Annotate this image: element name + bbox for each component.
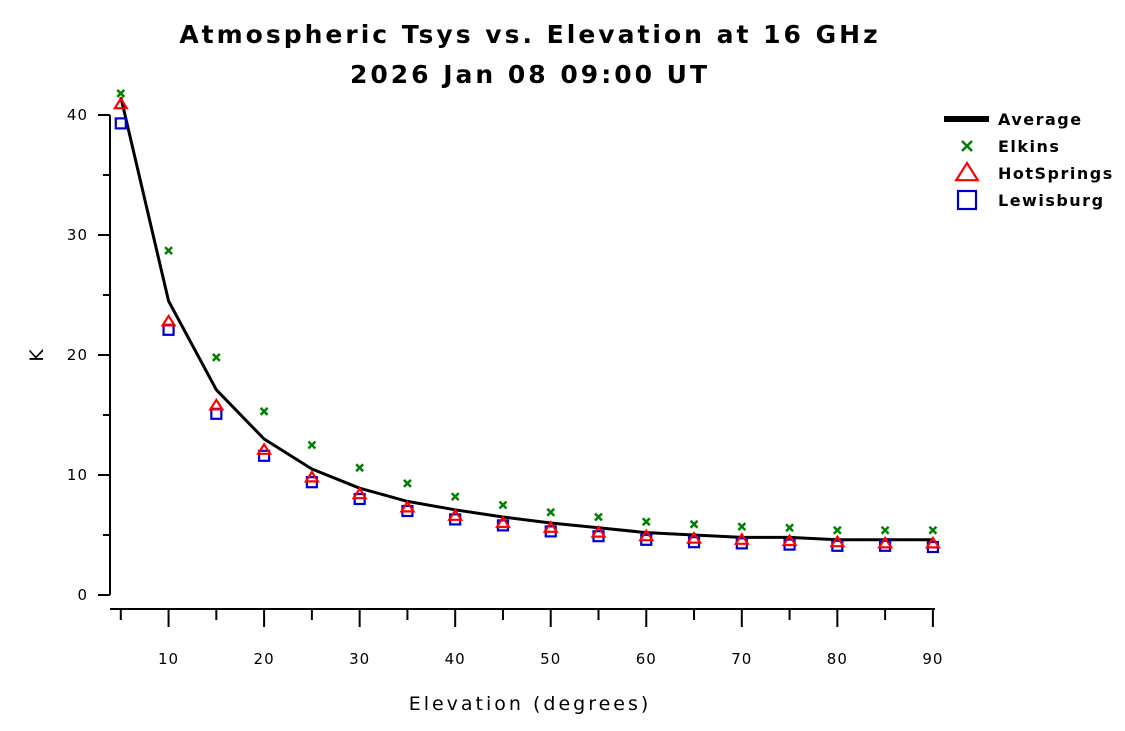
legend-swatch-elkins-stroke-b: [961, 140, 973, 152]
data-point-lewisburg: [258, 449, 271, 462]
y-axis-label: K: [26, 346, 48, 361]
legend-label-hotsprings: HotSprings: [998, 164, 1114, 183]
data-point-elkins: [880, 525, 890, 535]
data-point-hotsprings: [303, 469, 320, 483]
y-tick-label: 20: [67, 346, 88, 364]
data-point-elkins: [450, 492, 460, 501]
data-point-hotsprings: [447, 508, 464, 521]
data-point-elkins: [594, 512, 603, 522]
data-point-hotsprings: [590, 525, 607, 538]
x-tick-label: 50: [540, 650, 561, 668]
data-point-elkins: [211, 353, 221, 362]
data-point-hotsprings: [829, 534, 846, 548]
data-point-elkins-stroke-b: [689, 519, 699, 529]
data-point-elkins-stroke-b: [211, 353, 221, 362]
data-point-hotsprings: [256, 442, 273, 455]
data-point-elkins: [737, 522, 747, 531]
data-point-elkins-stroke-b: [164, 246, 173, 255]
data-point-elkins-stroke-b: [880, 525, 890, 535]
data-point-elkins: [164, 246, 173, 255]
x-tick-label: 40: [445, 650, 466, 668]
legend: Average Elkins HotSprings Lewisburg: [944, 110, 1114, 211]
data-point-hotsprings: [924, 535, 941, 549]
x-axis-label: Elevation (degrees): [409, 693, 652, 715]
data-point-hotsprings: [494, 515, 511, 529]
data-point-elkins-stroke-b: [403, 479, 412, 488]
data-point-elkins: [355, 463, 365, 473]
data-point-elkins: [498, 500, 508, 510]
x-ticks: 10 20 30 40 50 60 70 80 90: [119, 609, 943, 668]
data-point-elkins: [116, 89, 126, 98]
legend-label-average: Average: [998, 110, 1083, 129]
legend-label-elkins: Elkins: [998, 137, 1060, 156]
data-point-elkins-stroke-b: [355, 463, 365, 473]
data-point-elkins-stroke-b: [641, 517, 651, 527]
data-point-elkins: [307, 440, 317, 450]
y-tick-label: 40: [67, 106, 88, 124]
data-point-elkins: [832, 525, 842, 535]
data-point-hotsprings: [160, 313, 177, 327]
data-point-hotsprings: [399, 499, 416, 513]
data-point-elkins: [259, 407, 269, 416]
data-point-elkins: [641, 517, 651, 527]
y-ticks: 0 10 20 30 40: [67, 106, 110, 604]
data-point-elkins: [689, 519, 699, 529]
data-point-elkins-stroke-b: [450, 492, 460, 501]
data-point-hotsprings: [686, 531, 703, 544]
x-tick-label: 60: [636, 650, 657, 668]
data-point-hotsprings: [781, 533, 798, 547]
chart-title: Atmospheric Tsys vs. Elevation at 16 GHz: [179, 20, 880, 49]
data-point-elkins-stroke-b: [307, 440, 317, 450]
data-point-hotsprings: [877, 535, 894, 549]
x-tick-label: 30: [349, 650, 370, 668]
chart-subtitle: 2026 Jan 08 09:00 UT: [350, 60, 710, 89]
y-tick-label: 0: [77, 586, 88, 604]
x-tick-label: 80: [827, 650, 848, 668]
data-point-elkins: [403, 479, 412, 488]
data-point-hotsprings: [351, 486, 368, 500]
y-tick-label: 10: [67, 466, 88, 484]
legend-swatch-hotsprings: [954, 161, 980, 182]
y-tick-label: 30: [67, 226, 88, 244]
x-tick-label: 70: [731, 650, 752, 668]
legend-swatch-lewisburg: [956, 189, 978, 211]
x-tick-label: 90: [922, 650, 943, 668]
data-point-hotsprings: [112, 96, 129, 110]
data-point-elkins-stroke-b: [546, 507, 556, 517]
data-point-hotsprings: [638, 528, 655, 542]
series-line-average: [119, 96, 933, 542]
legend-swatch-elkins: [961, 140, 973, 152]
data-point-elkins: [928, 525, 938, 535]
data-point-hotsprings: [542, 520, 559, 533]
data-point-elkins-stroke-b: [116, 89, 126, 98]
plot-area: [112, 89, 941, 554]
data-point-elkins: [546, 507, 556, 517]
data-point-elkins-stroke-b: [594, 512, 603, 522]
data-point-elkins-stroke-b: [498, 500, 508, 510]
data-point-elkins-stroke-b: [737, 522, 747, 531]
data-point-lewisburg: [114, 117, 127, 130]
x-tick-label: 20: [254, 650, 275, 668]
data-point-elkins-stroke-b: [259, 407, 269, 416]
legend-label-lewisburg: Lewisburg: [998, 191, 1105, 210]
data-point-elkins-stroke-b: [832, 525, 842, 535]
data-point-elkins-stroke-b: [785, 523, 794, 533]
data-point-elkins-stroke-b: [928, 525, 938, 535]
data-point-elkins: [785, 523, 794, 533]
x-tick-label: 10: [158, 650, 179, 668]
data-point-hotsprings: [208, 397, 225, 411]
data-point-hotsprings: [733, 532, 750, 545]
